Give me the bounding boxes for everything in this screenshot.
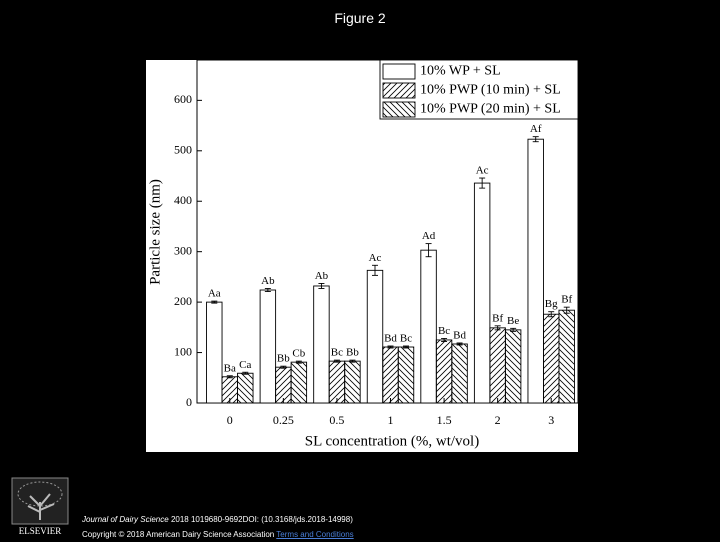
y-tick-label: 600 <box>174 92 192 106</box>
legend-swatch <box>382 63 416 80</box>
bar <box>527 138 544 404</box>
x-tick-label: 0 <box>227 413 233 427</box>
bar-annotation: Cb <box>292 348 305 360</box>
bar-annotation: Bd <box>453 330 466 342</box>
bar-annotation: Af <box>530 123 542 135</box>
bar-annotation: Bg <box>545 298 558 310</box>
y-tick-label: 500 <box>174 143 192 157</box>
error-bar <box>333 359 340 363</box>
error-bar <box>226 375 233 379</box>
bar <box>397 346 415 404</box>
bar <box>328 360 346 404</box>
error-bar <box>510 327 517 332</box>
error-bar <box>532 136 539 143</box>
y-tick-label: 300 <box>174 243 192 257</box>
y-tick-label: 400 <box>174 193 192 207</box>
y-tick-label: 100 <box>174 344 192 358</box>
bar <box>420 249 437 404</box>
bar <box>558 309 575 404</box>
bar <box>206 301 223 404</box>
error-bar <box>563 306 570 314</box>
bar-annotation: Bb <box>277 353 290 365</box>
bar-annotation: Ca <box>239 359 251 371</box>
footer: Journal of Dairy Science 2018 1019680-96… <box>82 512 354 542</box>
citation: 2018 1019680-9692DOI: (10.3168/jds.2018-… <box>170 515 353 524</box>
bar-annotation: Ba <box>224 362 236 374</box>
x-tick-label: 2 <box>495 413 501 427</box>
error-bar <box>280 365 287 369</box>
bar-annotation: Bf <box>492 312 503 324</box>
bar-annotation: Bc <box>331 347 343 359</box>
x-tick-label: 0.5 <box>329 413 344 427</box>
bar-annotation: Ac <box>476 165 489 177</box>
error-bar <box>387 345 394 349</box>
x-tick-label: 1 <box>388 413 394 427</box>
bar-annotation: Bd <box>384 333 397 345</box>
error-bar <box>372 264 378 276</box>
legend-swatch <box>382 101 416 118</box>
legend-label: 10% WP + SL <box>420 64 501 79</box>
bar <box>382 346 399 404</box>
bar-annotation: Bb <box>346 347 359 359</box>
bar-annotation: Bc <box>400 333 412 345</box>
bar <box>344 360 361 404</box>
x-axis-title: SL concentration (%, wt/vol) <box>305 433 479 449</box>
x-tick-label: 3 <box>548 413 554 427</box>
error-bar <box>318 283 325 289</box>
copyright-line: Copyright © 2018 American Dairy Science … <box>82 527 354 542</box>
error-bar <box>494 325 501 331</box>
bar-annotation: Be <box>507 315 519 327</box>
error-bar <box>242 371 249 375</box>
x-tick-label: 1.5 <box>437 413 452 427</box>
error-bar <box>548 311 555 318</box>
legend-swatch <box>382 82 416 99</box>
bar-annotation: Aa <box>208 288 221 300</box>
bar-annotation: Ac <box>369 252 382 264</box>
journal-name: Journal of Dairy Science <box>82 515 169 524</box>
citation-line: Journal of Dairy Science 2018 1019680-96… <box>82 512 354 527</box>
slide-title: Figure 2 <box>334 10 386 26</box>
legend-label: 10% PWP (10 min) + SL <box>420 83 561 98</box>
y-axis-title: Particle size (nm) <box>147 179 163 285</box>
terms-link[interactable]: Terms and Conditions <box>276 530 354 539</box>
bar <box>221 376 238 404</box>
bar-annotation: Ab <box>261 275 275 287</box>
bar <box>275 366 292 404</box>
bar <box>473 182 491 404</box>
bar <box>543 313 560 404</box>
x-tick-label: 0.25 <box>273 413 294 427</box>
bar <box>489 327 506 404</box>
bar <box>259 289 277 404</box>
error-bar <box>403 345 409 349</box>
copyright: Copyright © 2018 American Dairy Science … <box>82 530 275 539</box>
bar <box>237 372 254 404</box>
error-bar <box>479 177 486 189</box>
error-bar <box>425 243 432 258</box>
bar <box>451 343 468 404</box>
error-bar <box>211 300 218 304</box>
bar <box>435 339 453 404</box>
bar-annotation: Ad <box>422 230 436 242</box>
error-bar <box>295 360 302 364</box>
y-tick-label: 0 <box>186 395 192 409</box>
error-bar <box>441 337 448 342</box>
bar <box>504 329 522 404</box>
bar-annotation: Bf <box>561 294 572 306</box>
publisher-logo: ELSEVIER <box>11 477 69 536</box>
bar-annotation: Bc <box>438 325 450 337</box>
error-bar <box>349 359 356 363</box>
bar-annotation: Ab <box>315 270 329 282</box>
bar <box>313 285 330 404</box>
error-bar <box>264 288 271 292</box>
error-bar <box>456 342 463 346</box>
legend-label: 10% PWP (20 min) + SL <box>420 102 561 117</box>
y-tick-label: 200 <box>174 294 192 308</box>
bar <box>366 269 384 404</box>
bar <box>290 361 308 404</box>
logo-text: ELSEVIER <box>19 526 62 536</box>
